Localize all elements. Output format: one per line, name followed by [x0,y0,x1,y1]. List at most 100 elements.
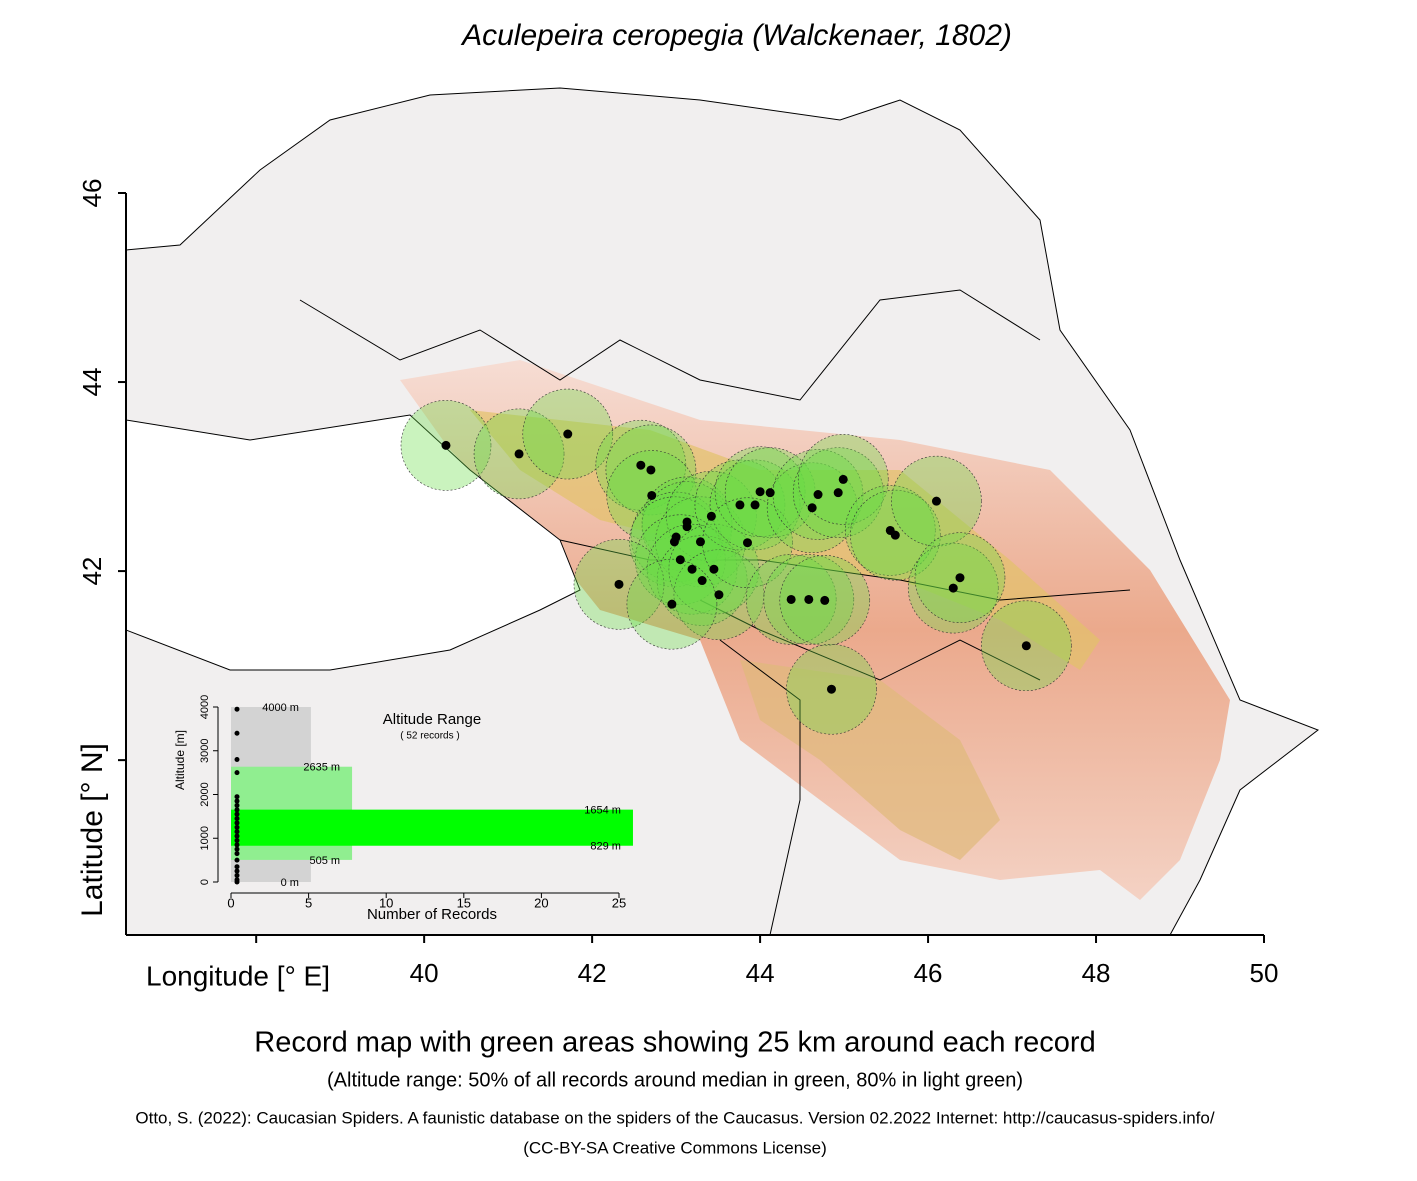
x-axis-label: Longitude [° E] [146,960,330,991]
coastline [125,87,1320,936]
altitude-record [234,846,240,852]
altitude-record [234,837,240,843]
record-point [636,460,646,470]
record-point [441,440,451,450]
license: (CC-BY-SA Creative Commons License) [523,1138,827,1157]
altitude-record [234,864,240,870]
y-tick-label: 46 [77,179,107,208]
altitude-record [234,820,240,826]
range-low-label: 0 m [281,877,299,889]
record-point [646,465,656,475]
altitude-record [234,829,240,835]
record-point [807,503,817,513]
altitude-record [234,811,240,817]
record-point [695,537,705,547]
note: (Altitude range: 50% of all records arou… [327,1069,1023,1091]
record-point [614,579,624,589]
x-tick-label: 40 [410,958,439,988]
altitude-record [234,757,240,762]
citation: Otto, S. (2022): Caucasian Spiders. A fa… [135,1108,1214,1127]
record-point [675,555,685,565]
y-tick-label: 44 [77,368,107,397]
inset-x-label: Number of Records [367,906,497,923]
record-point [735,500,745,510]
terrain [125,87,1320,936]
record-point [750,500,760,510]
altitude-range [231,809,633,846]
borders [299,289,1131,936]
record-point [1021,641,1031,651]
inset-y-tick-label: 0 [199,879,211,885]
record-point [647,490,657,500]
inset-y-tick-label: 3000 [199,739,211,763]
inset-subtitle: ( 52 records ) [400,731,459,742]
range-low-label: 829 m [590,841,621,853]
inset-y-tick-label: 4000 [199,695,211,719]
inset-x-tick-label: 20 [534,895,548,910]
record-point [833,488,843,498]
x-tick-label: 42 [578,958,607,988]
range-high-label: 4000 m [262,702,299,714]
altitude-record [234,824,240,830]
altitude-record [234,872,240,878]
record-point [682,522,692,532]
record-point [687,564,697,574]
record-point [931,496,941,506]
range-low-label: 505 m [309,855,340,867]
altitude-record [234,706,240,712]
x-tick-label: 50 [1250,958,1279,988]
inset-y-tick-label: 2000 [199,782,211,806]
record-point [813,490,823,500]
record-point [786,594,796,604]
y-tick-label: 42 [77,557,107,586]
x-tick-label: 48 [1082,958,1111,988]
altitude-record [234,816,240,822]
altitude-record [234,794,240,800]
altitude-record [234,868,240,874]
black-sea [125,414,581,671]
altitude-record [234,879,240,885]
altitude-record [234,802,240,808]
highland [470,410,1100,670]
title: Aculepeira ceropegia (Walckenaer, 1802) [460,19,1012,52]
record-point [820,595,830,605]
altitude-record [234,857,240,863]
x-tick-label: 44 [746,958,775,988]
record-point [955,573,965,583]
inset-y-tick-label: 1000 [199,826,211,850]
record-point [838,474,848,484]
y-axis-label: Latitude [° N] [76,743,109,917]
record-point [714,590,724,600]
record-point [697,576,707,586]
caption: Record map with green areas showing 25 k… [254,1027,1095,1059]
inset-title: Altitude Range [383,711,481,728]
inset-x-tick-label: 5 [305,895,312,910]
range-high-label: 1654 m [584,805,621,817]
record-point [765,488,775,498]
record-point [706,511,716,521]
record-point [804,594,814,604]
record-point [514,449,524,459]
record-point [890,530,900,540]
inset-x-tick-label: 25 [612,895,626,910]
record-point [742,538,752,548]
x-tick-label: 46 [914,958,943,988]
inset-x-tick-label: 15 [457,895,471,910]
altitude-record [234,798,240,804]
record-point [709,564,719,574]
inset-y-label: Altitude [m] [173,730,187,790]
range-high-label: 2635 m [303,762,340,774]
altitude-record [234,833,240,839]
altitude-record [234,807,240,813]
altitude-record [234,730,240,736]
record-point [826,684,836,694]
altitude-record [234,851,240,857]
record-point [755,487,765,497]
plateau [740,660,1000,860]
record-point [563,429,573,439]
inset-x-tick-label: 0 [227,895,234,910]
record-point [948,583,958,593]
record-point [667,599,677,609]
